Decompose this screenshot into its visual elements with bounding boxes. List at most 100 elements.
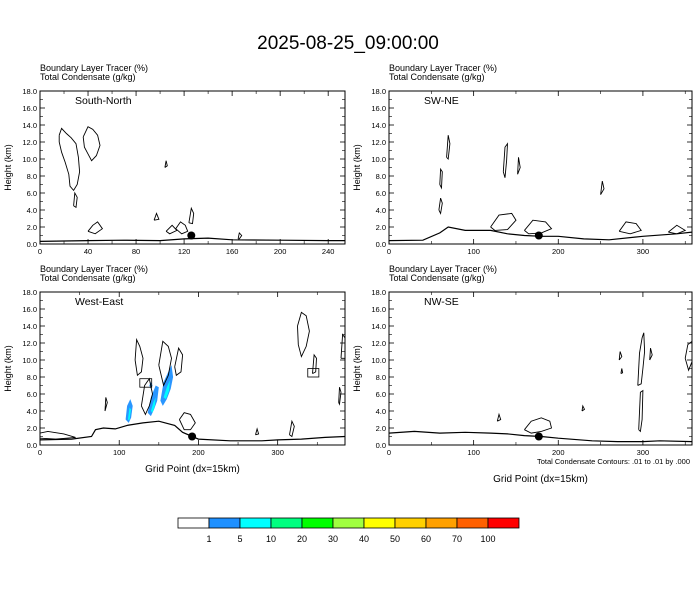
y-tick-label: 6.0 bbox=[27, 390, 37, 399]
colorbar-swatch bbox=[177, 517, 210, 529]
y-tick-label: 16.0 bbox=[22, 104, 37, 113]
location-marker bbox=[534, 231, 543, 240]
location-marker bbox=[187, 231, 196, 240]
annotation-box bbox=[307, 368, 320, 378]
condensate-contour bbox=[82, 126, 101, 162]
condensate-contour bbox=[164, 160, 168, 168]
y-tick-label: 6.0 bbox=[376, 189, 386, 198]
x-axis-label: Grid Point (dx=15km) bbox=[145, 464, 240, 475]
x-tick-label: 160 bbox=[226, 247, 239, 256]
colorbar-label: 50 bbox=[390, 534, 400, 544]
x-tick-label: 300 bbox=[637, 247, 650, 256]
x-tick-label: 0 bbox=[38, 448, 42, 457]
panel-south-north: Boundary Layer Tracer (%)Total Condensat… bbox=[3, 63, 346, 256]
x-tick-label: 120 bbox=[178, 247, 191, 256]
y-tick-label: 0.0 bbox=[376, 240, 386, 249]
panel-header-tracer: Boundary Layer Tracer (%) bbox=[389, 264, 497, 274]
panel-header-tracer: Boundary Layer Tracer (%) bbox=[389, 63, 497, 73]
x-tick-label: 240 bbox=[322, 247, 335, 256]
panel-header-condensate: Total Condensate (g/kg) bbox=[40, 273, 136, 283]
y-tick-label: 10.0 bbox=[22, 356, 37, 365]
y-tick-label: 8.0 bbox=[376, 373, 386, 382]
colorbar-label: 100 bbox=[480, 534, 495, 544]
colorbar: 1 5 10 20 30 40 50 60 70 100 bbox=[177, 517, 520, 544]
colorbar-swatch bbox=[208, 517, 241, 529]
y-tick-label: 16.0 bbox=[371, 305, 386, 314]
tracer-shading bbox=[147, 385, 159, 417]
condensate-contour bbox=[165, 224, 178, 235]
y-tick-label: 16.0 bbox=[22, 305, 37, 314]
condensate-contour bbox=[438, 197, 443, 215]
condensate-contour bbox=[153, 212, 160, 221]
panel-nw-se: Boundary Layer Tracer (%) Total Condensat… bbox=[352, 264, 693, 485]
condensate-contour bbox=[338, 387, 342, 406]
x-tick-label: 300 bbox=[637, 448, 650, 457]
colorbar-label: 5 bbox=[237, 534, 242, 544]
terrain-line bbox=[40, 237, 345, 242]
y-tick-label: 2.0 bbox=[376, 424, 386, 433]
condensate-contour bbox=[58, 127, 81, 192]
y-tick-label: 12.0 bbox=[22, 138, 37, 147]
terrain-line bbox=[389, 226, 692, 242]
tracer-shading bbox=[160, 365, 174, 406]
panel-header-tracer: Boundary Layer Tracer (%) bbox=[40, 264, 148, 274]
x-tick-label: 40 bbox=[84, 247, 92, 256]
colorbar-swatch bbox=[487, 517, 520, 529]
condensate-contour bbox=[581, 404, 586, 412]
y-tick-label: 14.0 bbox=[371, 322, 386, 331]
y-tick-label: 0.0 bbox=[376, 441, 386, 450]
condensate-contour bbox=[73, 191, 78, 209]
footnote: Total Condensate Contours: .01 to .01 by… bbox=[537, 457, 690, 466]
y-tick-label: 10.0 bbox=[371, 155, 386, 164]
y-tick-label: 18.0 bbox=[22, 87, 37, 96]
condensate-contour bbox=[446, 135, 451, 161]
y-tick-label: 8.0 bbox=[27, 373, 37, 382]
condensate-contour bbox=[40, 430, 76, 440]
colorbar-swatch bbox=[456, 517, 489, 529]
condensate-contour bbox=[104, 397, 108, 412]
condensate-contour bbox=[237, 231, 243, 240]
condensate-contour bbox=[255, 427, 260, 436]
y-tick-label: 4.0 bbox=[27, 407, 37, 416]
x-tick-label: 100 bbox=[467, 247, 480, 256]
condensate-contour bbox=[174, 346, 184, 377]
x-tick-label: 0 bbox=[387, 448, 391, 457]
y-tick-label: 6.0 bbox=[376, 390, 386, 399]
colorbar-swatch bbox=[270, 517, 303, 529]
y-tick-label: 2.0 bbox=[27, 223, 37, 232]
y-tick-label: 2.0 bbox=[376, 223, 386, 232]
y-tick-label: 12.0 bbox=[371, 138, 386, 147]
condensate-contour bbox=[668, 224, 687, 235]
colorbar-label: 10 bbox=[266, 534, 276, 544]
y-axis-label: Height (km) bbox=[3, 345, 13, 392]
condensate-contour bbox=[289, 419, 295, 438]
terrain-fill bbox=[40, 421, 345, 445]
colorbar-swatch bbox=[425, 517, 458, 529]
panel-direction-label: West-East bbox=[75, 296, 123, 308]
condensate-contour bbox=[600, 181, 605, 195]
location-marker bbox=[534, 432, 543, 441]
terrain-fill bbox=[40, 238, 345, 244]
condensate-contour bbox=[638, 389, 644, 433]
y-tick-label: 4.0 bbox=[27, 206, 37, 215]
y-tick-label: 4.0 bbox=[376, 407, 386, 416]
y-tick-label: 12.0 bbox=[22, 339, 37, 348]
terrain-line bbox=[389, 430, 692, 443]
x-tick-label: 0 bbox=[387, 247, 391, 256]
condensate-contour bbox=[178, 412, 196, 431]
panel-direction-label: SW-NE bbox=[424, 95, 459, 107]
tracer-shading bbox=[150, 397, 156, 413]
y-tick-label: 14.0 bbox=[371, 121, 386, 130]
x-tick-label: 200 bbox=[552, 247, 565, 256]
condensate-contour bbox=[340, 333, 345, 359]
colorbar-label: 40 bbox=[359, 534, 369, 544]
condensate-contour bbox=[188, 206, 195, 225]
x-tick-label: 200 bbox=[552, 448, 565, 457]
y-tick-label: 18.0 bbox=[371, 288, 386, 297]
y-tick-label: 8.0 bbox=[27, 172, 37, 181]
x-tick-label: 100 bbox=[467, 448, 480, 457]
panel-sw-ne: Boundary Layer Tracer (%)Total Condensat… bbox=[352, 63, 693, 256]
condensate-contour bbox=[684, 340, 692, 372]
colorbar-label: 30 bbox=[328, 534, 338, 544]
